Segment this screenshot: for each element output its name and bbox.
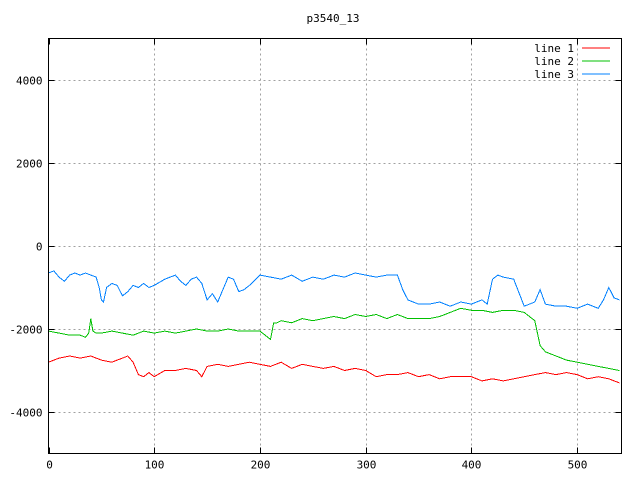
x-tick-label: 0 [46,459,53,472]
grid-lines [48,38,622,454]
series-line-2 [48,307,620,371]
series-line-1 [48,355,620,384]
chart-title: p3540_13 [307,12,360,25]
x-tick-label: 100 [145,459,165,472]
axis-ticks: 0 100 200 300 400 500 -4000 -2000 0 2000 4000 [9,38,622,472]
x-tick-label: 200 [251,459,271,472]
y-tick-label: 2000 [16,158,43,171]
x-tick-label: 500 [568,459,588,472]
y-tick-label: -2000 [9,324,42,337]
y-tick-label: 0 [36,241,43,254]
legend-label: line 2 [534,55,574,68]
y-tick-label: 4000 [16,75,43,88]
series-layer [48,270,620,384]
legend-label: line 1 [534,42,574,55]
x-tick-label: 300 [357,459,377,472]
legend-label: line 3 [534,68,574,81]
y-tick-label: -4000 [9,407,42,420]
series-line-3 [48,270,620,309]
x-tick-label: 400 [462,459,482,472]
